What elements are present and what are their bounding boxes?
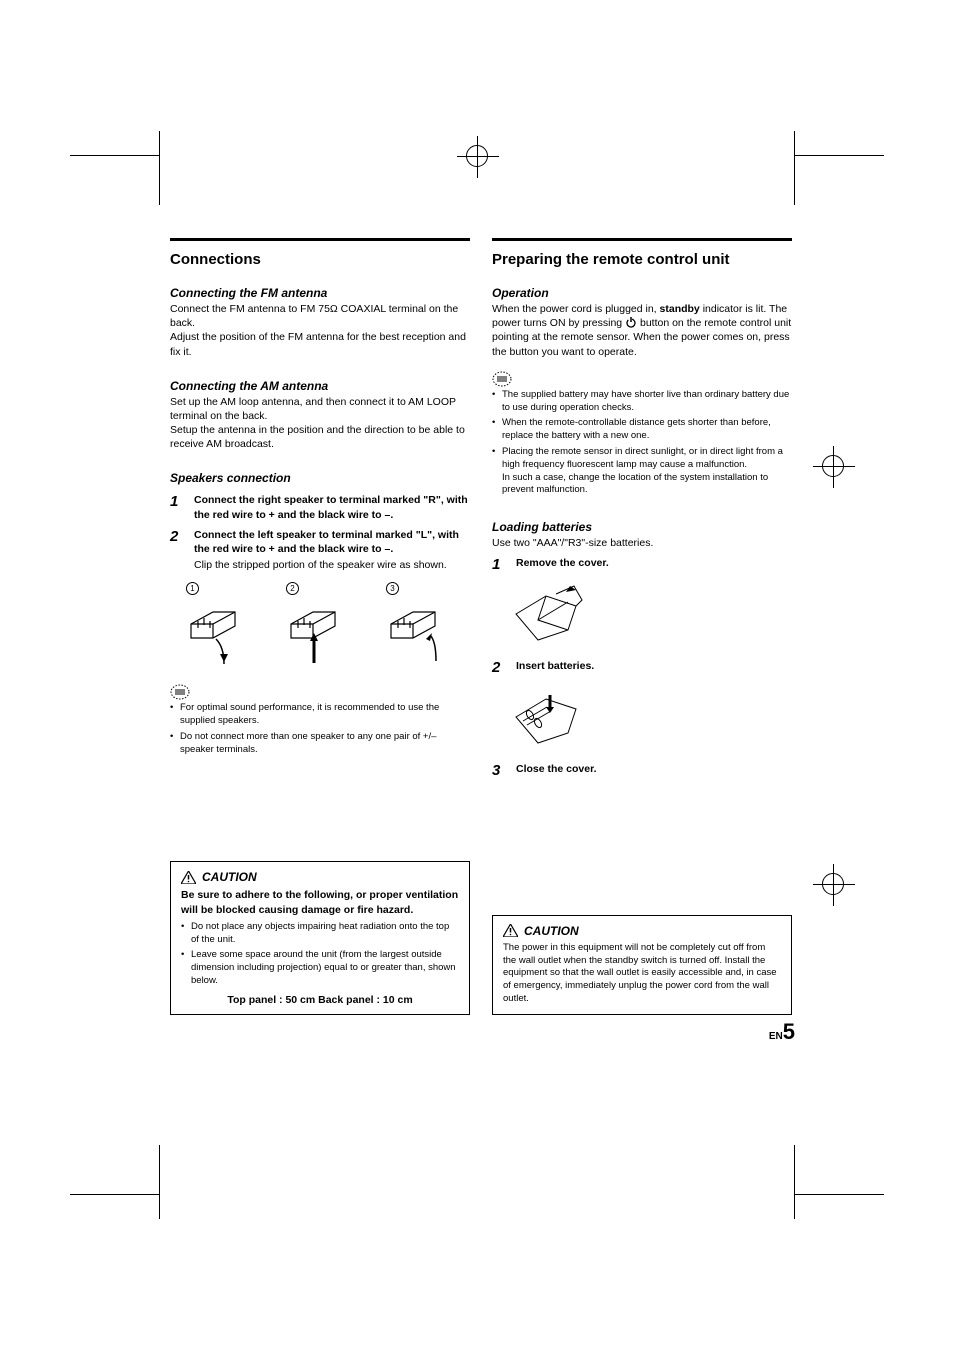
right-column: Preparing the remote control unit Operat… [492,238,792,1015]
step-text: Remove the cover. [516,556,609,570]
crop-mark [70,155,160,205]
page-content: Connections Connecting the FM antenna Co… [170,238,795,1015]
subheading: Connecting the AM antenna [170,379,470,393]
caution-box: CAUTION The power in this equipment will… [492,915,792,1015]
note-item: The supplied battery may have shorter li… [492,389,792,415]
step-number: 2 [492,659,506,676]
terminal-icon [286,599,356,669]
note-item: For optimal sound performance, it is rec… [170,702,470,728]
section-heading: Connections [170,251,470,268]
speaker-diagram: 1 2 [186,582,470,674]
step-subtext: Clip the stripped portion of the speaker… [194,558,470,572]
subheading: Operation [492,286,792,300]
caution-item: Leave some space around the unit (from t… [181,949,459,987]
crop-mark [70,1145,160,1195]
diagram-label: 1 [186,582,199,595]
page-number: EN5 [769,1019,795,1045]
step: 2 Insert batteries. [492,659,792,676]
caution-list: Do not place any objects impairing heat … [181,921,459,988]
subheading: Loading batteries [492,520,792,534]
battery-cover-diagram [508,579,588,649]
note-item: When the remote-controllable distance ge… [492,417,792,443]
caution-lead: Be sure to adhere to the following, or p… [181,888,459,916]
note-item: Placing the remote sensor in direct sunl… [492,446,792,497]
caution-box: CAUTION Be sure to adhere to the followi… [170,861,470,1014]
step: 1 Connect the right speaker to terminal … [170,493,470,521]
body-text: Connect the FM antenna to FM 75Ω COAXIAL… [170,302,470,330]
note-item: Do not connect more than one speaker to … [170,731,470,757]
left-column: Connections Connecting the FM antenna Co… [170,238,470,1015]
body-text: When the power cord is plugged in, stand… [492,302,792,359]
terminal-icon [186,599,256,669]
section-heading: Preparing the remote control unit [492,251,792,268]
caution-title: CAUTION [202,870,257,884]
step-number: 1 [170,493,184,521]
subheading: Speakers connection [170,471,470,485]
step-number: 1 [492,556,506,573]
step-text: Connect the right speaker to terminal ma… [194,493,470,521]
step: 1 Remove the cover. [492,556,792,573]
registration-mark [822,455,844,477]
registration-mark [822,873,844,895]
power-icon [625,316,637,328]
body-text: Setup the antenna in the position and th… [170,423,470,451]
warning-icon [181,871,196,884]
diagram-label: 2 [286,582,299,595]
note-list: The supplied battery may have shorter li… [492,389,792,501]
warning-icon [503,924,518,937]
step-text: Close the cover. [516,762,597,776]
crop-mark [794,1145,884,1195]
body-text: Use two "AAA"/"R3"-size batteries. [492,536,792,550]
crop-mark [794,155,884,205]
step-number: 2 [170,528,184,573]
panel-spec: Top panel : 50 cm Back panel : 10 cm [181,994,459,1006]
step: 2 Connect the left speaker to terminal m… [170,528,470,573]
diagram-label: 3 [386,582,399,595]
step: 3 Close the cover. [492,762,792,779]
registration-mark [466,145,488,167]
body-text: Set up the AM loop antenna, and then con… [170,395,470,423]
caution-item: Do not place any objects impairing heat … [181,921,459,947]
subheading: Connecting the FM antenna [170,286,470,300]
note-icon [170,684,190,700]
battery-insert-diagram [508,682,588,752]
note-list: For optimal sound performance, it is rec… [170,702,470,759]
note-icon [492,371,512,387]
step-text: Insert batteries. [516,659,594,673]
body-text: Adjust the position of the FM antenna fo… [170,330,470,358]
caution-body: The power in this equipment will not be … [503,942,781,1006]
step-text: Connect the left speaker to terminal mar… [194,528,470,556]
step-number: 3 [492,762,506,779]
caution-title: CAUTION [524,924,579,938]
terminal-icon [386,599,456,669]
